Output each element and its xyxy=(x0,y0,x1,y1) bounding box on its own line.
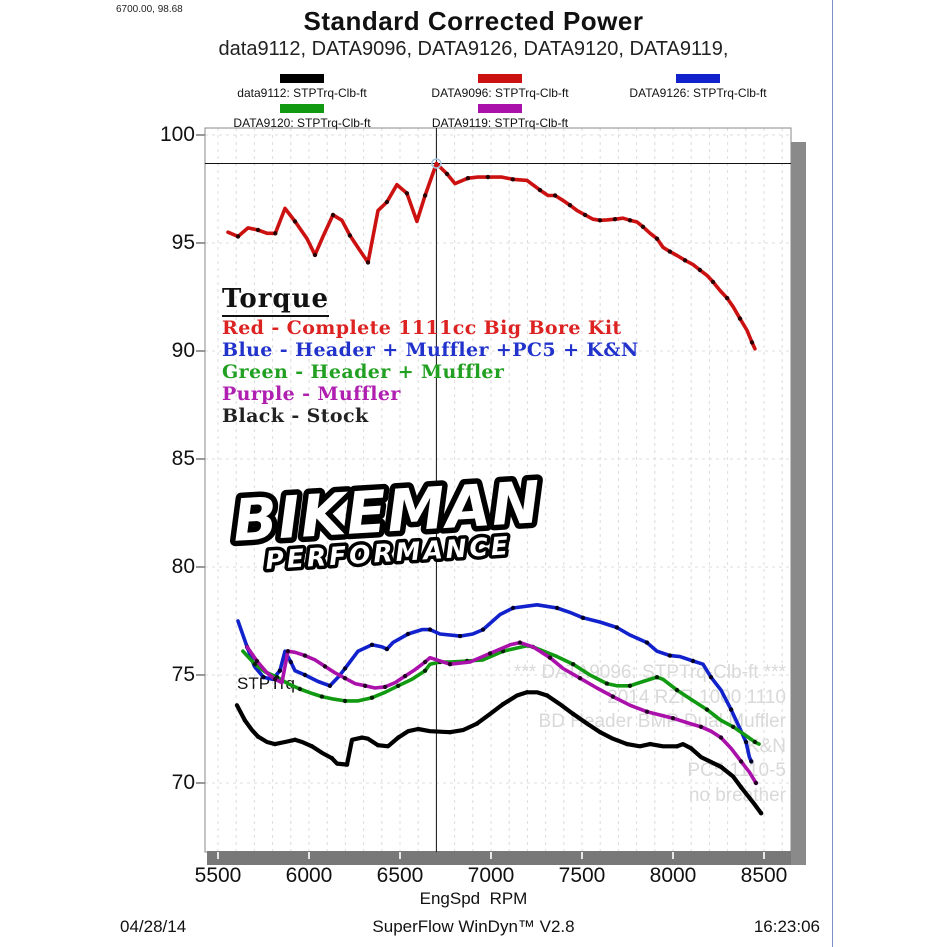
x-axis-label: EngSpd RPM xyxy=(419,889,528,908)
page-title: Standard Corrected Power xyxy=(303,6,644,36)
legend-swatch-data9119 xyxy=(478,104,522,113)
page-boundary-line xyxy=(832,0,833,947)
x-tick-label: 7500 xyxy=(558,864,606,887)
y-tick-label: 100 xyxy=(159,123,195,146)
x-tick-label: 8000 xyxy=(649,864,697,887)
footer-app-version: SuperFlow WinDyn™ V2.8 xyxy=(372,917,575,936)
legend-label-data9126[interactable]: DATA9126: STPTrq-Clb-ft xyxy=(629,86,767,100)
watermark-line: no breather xyxy=(688,784,786,806)
legend-swatch-data9120 xyxy=(280,104,324,113)
annotation-green: Green - Header + Muffler xyxy=(222,361,505,383)
legend-swatch-data9126 xyxy=(676,74,720,83)
legend-swatch-data9112 xyxy=(280,74,324,83)
annotation-red: Red - Complete 1111cc Big Bore Kit xyxy=(222,317,622,339)
annotation-purple: Purple - Muffler xyxy=(222,383,401,405)
y-tick-label: 90 xyxy=(171,339,195,362)
y-tick-label: 95 xyxy=(171,231,195,254)
legend-label-data9112[interactable]: data9112: STPTrq-Clb-ft xyxy=(237,86,367,100)
x-tick-label: 7000 xyxy=(467,864,515,887)
annotation-black: Black - Stock xyxy=(222,405,369,427)
y-tick-label: 75 xyxy=(171,663,195,686)
cursor-position-readout: 6700.00, 98.68 xyxy=(116,4,183,15)
legend-swatch-data9096 xyxy=(478,74,522,83)
y-tick-label: 80 xyxy=(171,555,195,578)
y-tick-label: 85 xyxy=(171,447,195,470)
footer-time: 16:23:06 xyxy=(753,917,820,936)
x-tick-label: 8500 xyxy=(740,864,788,887)
legend-label-data9119[interactable]: DATA9119: STPTrq-Clb-ft xyxy=(431,116,569,130)
watermark-line: 2014 RZR 1000 1110 xyxy=(607,686,786,708)
y-tick-label: 70 xyxy=(171,771,195,794)
torque-annotation-heading: Torque xyxy=(222,284,330,317)
x-tick-label: 6500 xyxy=(376,864,424,887)
watermark-line: PC5 1110-5 xyxy=(687,760,786,781)
run-list-subtitle: data9112, DATA9096, DATA9126, DATA9120, … xyxy=(218,38,729,60)
x-tick-label: 5500 xyxy=(194,864,242,887)
legend-label-data9096[interactable]: DATA9096: STPTrq-Clb-ft xyxy=(431,86,569,100)
footer-date: 04/28/14 xyxy=(120,917,187,936)
x-tick-label: 6000 xyxy=(285,864,333,887)
legend-label-data9120[interactable]: DATA9120: STPTrq-Clb-ft xyxy=(233,116,371,130)
annotation-blue: Blue - Header + Muffler +PC5 + K&N xyxy=(222,339,639,361)
